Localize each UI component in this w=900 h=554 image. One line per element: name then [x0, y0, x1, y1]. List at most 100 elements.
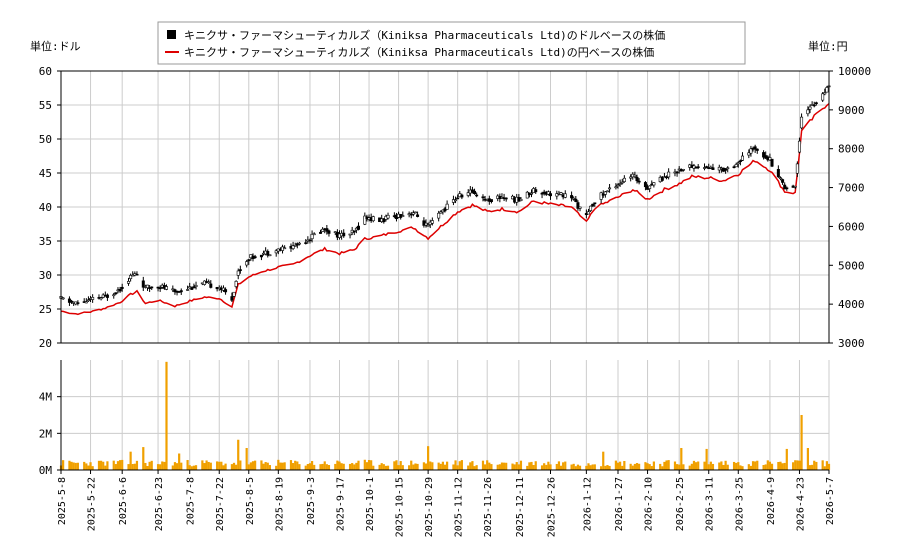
- x-tick-label: 2025-6-23: [154, 477, 165, 531]
- candle-body: [574, 198, 578, 202]
- volume-bar: [313, 464, 316, 470]
- candle-body: [430, 220, 434, 224]
- x-tick-label: 2026-2-25: [675, 477, 686, 531]
- volume-bar: [490, 464, 493, 470]
- legend: キニクサ・ファーマシューティカルズ（Kiniksa Pharmaceutical…: [157, 21, 746, 65]
- candle-body: [135, 273, 139, 276]
- volume-bar: [591, 464, 594, 470]
- candle-body: [622, 177, 626, 182]
- x-tick-label: 2026-2-10: [644, 477, 655, 531]
- volume-bar: [247, 464, 250, 470]
- candle-body: [192, 286, 196, 289]
- volume-bars: [59, 361, 831, 470]
- volume-bar: [488, 462, 491, 470]
- candle-body: [616, 184, 620, 187]
- x-tick-label: 2025-11-26: [483, 477, 494, 537]
- right-y-tick-label: 8000: [838, 143, 865, 156]
- candle-body: [785, 187, 789, 190]
- volume-bar: [764, 464, 767, 470]
- candle-body: [559, 192, 563, 195]
- volume-bar: [146, 466, 149, 470]
- volume-bar: [813, 460, 816, 470]
- volume-bar: [277, 459, 280, 470]
- volume-bar: [127, 464, 130, 470]
- volume-bar: [112, 460, 115, 470]
- volume-bar: [114, 464, 117, 470]
- right-y-tick-label: 3000: [838, 337, 865, 350]
- right-y-tick-label: 5000: [838, 259, 865, 272]
- x-tick-label: 2025-8-19: [274, 477, 285, 531]
- x-tick-label: 2025-5-22: [87, 477, 98, 531]
- volume-bar: [135, 460, 139, 470]
- volume-bar: [89, 462, 92, 470]
- candle-body: [283, 247, 287, 250]
- x-tick-label: 2026-4-9: [766, 477, 777, 525]
- volume-bar: [703, 461, 706, 470]
- candle-body: [445, 203, 449, 210]
- candle-body: [593, 202, 597, 205]
- left-y-tick-label: 40: [39, 201, 52, 214]
- volume-bar: [806, 448, 810, 470]
- volume-bar: [562, 462, 565, 470]
- candle-body: [555, 193, 559, 197]
- left-y-tick-label: 50: [39, 133, 52, 146]
- volume-bar: [732, 461, 736, 470]
- candle-body: [293, 245, 297, 247]
- candle-body: [643, 182, 647, 188]
- candle-body: [747, 152, 751, 156]
- legend-label-jpy: キニクサ・ファーマシューティカルズ（Kiniksa Pharmaceutical…: [184, 45, 654, 59]
- volume-bar: [498, 464, 501, 470]
- candle-body: [224, 289, 228, 293]
- x-tick-label: 2026-5-7: [825, 477, 836, 525]
- volume-bar: [384, 465, 388, 470]
- volume-bar: [133, 463, 136, 470]
- volume-bar: [652, 461, 655, 470]
- volume-bar: [754, 461, 757, 470]
- volume-bar: [216, 461, 219, 470]
- candle-body: [755, 148, 759, 151]
- volume-bar: [534, 461, 537, 470]
- volume-bar: [393, 461, 396, 470]
- candle-body: [614, 186, 618, 189]
- candle-body: [703, 167, 707, 169]
- candle-body: [386, 214, 390, 219]
- volume-bar: [437, 462, 440, 470]
- volume-bar: [85, 463, 88, 470]
- volume-bar: [673, 461, 677, 470]
- volume-bar: [144, 462, 147, 470]
- volume-bar: [408, 465, 411, 470]
- volume-bar: [722, 464, 725, 470]
- candle-body: [236, 270, 240, 276]
- candle-body: [475, 194, 479, 197]
- candle-body: [681, 169, 685, 171]
- candle-body: [146, 284, 150, 289]
- volume-bar: [796, 460, 799, 470]
- volume-bar: [121, 459, 124, 470]
- volume-bar: [770, 463, 774, 470]
- volume-bar: [180, 462, 183, 470]
- volume-bar: [456, 465, 459, 470]
- candle-body: [454, 199, 458, 202]
- candle-body: [525, 191, 529, 199]
- x-tick-label: 2025-10-15: [395, 477, 406, 537]
- candle-body: [618, 183, 622, 185]
- volume-bar: [496, 464, 499, 470]
- volume-bar: [321, 463, 324, 470]
- volume-bar: [606, 465, 609, 470]
- candle-body: [711, 167, 715, 170]
- volume-bar: [593, 464, 596, 470]
- volume-bar: [635, 463, 639, 470]
- candle-body: [230, 296, 234, 301]
- volume-bar: [203, 463, 206, 470]
- volume-bar: [629, 463, 632, 470]
- candle-body: [190, 287, 194, 290]
- volume-bar: [245, 448, 248, 470]
- candle-body: [667, 171, 671, 178]
- volume-bar: [72, 462, 75, 470]
- volume-bar: [260, 460, 263, 470]
- legend-label-usd: キニクサ・ファーマシューティカルズ（Kiniksa Pharmaceutical…: [184, 28, 665, 42]
- candle-body: [129, 275, 133, 279]
- volume-bar: [439, 463, 442, 470]
- candle-body: [194, 285, 198, 287]
- volume-bar: [726, 464, 729, 470]
